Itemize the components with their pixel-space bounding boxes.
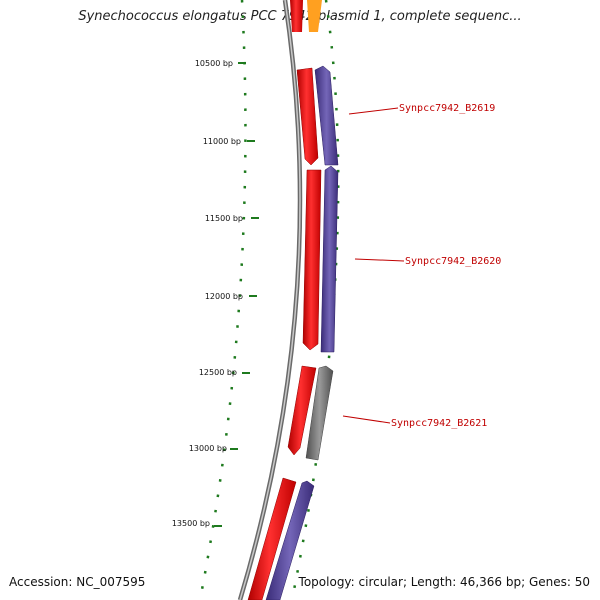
topology-summary: Topology: circular; Length: 46,366 bp; G… (298, 575, 590, 589)
tick-12500: 12500 bp (199, 368, 250, 377)
gene-label-text: Synpcc7942_B2619 (399, 103, 495, 114)
tick-10500: 10500 bp (195, 59, 246, 68)
tick-label: 12500 bp (199, 368, 237, 377)
tick-11500: 11500 bp (205, 214, 259, 223)
tick-label: 10500 bp (195, 59, 233, 68)
gene-label-B2620: Synpcc7942_B2620 (354, 256, 501, 267)
gene-other-3 (305, 365, 334, 461)
gene-label-B2621: Synpcc7942_B2621 (342, 415, 487, 429)
gene-partial-top-orange (307, 0, 322, 32)
gene-label-B2619: Synpcc7942_B2619 (348, 103, 495, 115)
tick-label: 11500 bp (205, 214, 243, 223)
tick-label: 12000 bp (205, 292, 243, 301)
backbone-ring (237, 0, 303, 600)
backbone-highlight (239, 0, 301, 600)
tick-label: 11000 bp (203, 137, 241, 146)
tick-11000: 11000 bp (203, 137, 255, 146)
gene-label-text: Synpcc7942_B2621 (391, 418, 487, 429)
tick-13500: 13500 bp (172, 519, 222, 528)
gene-reverse-1 (314, 65, 339, 166)
gene-partial-top-forward (290, 0, 303, 32)
gene-reverse-4 (265, 480, 315, 600)
gene-forward-1 (296, 67, 319, 166)
label-leader (348, 107, 399, 115)
gene-forward-4 (247, 477, 297, 600)
gene-label-text: Synpcc7942_B2620 (405, 256, 501, 267)
tick-13000: 13000 bp (189, 444, 238, 453)
accession-text: Accession: NC_007595 (9, 575, 146, 589)
gene-reverse-2 (320, 165, 339, 353)
tick-group: 10500 bp 11000 bp 11500 bp 12000 bp 1250… (172, 59, 259, 528)
label-leader (342, 415, 391, 424)
gene-forward-3 (287, 365, 317, 456)
gene-forward-2 (302, 169, 322, 351)
label-leader (354, 258, 405, 262)
tick-label: 13000 bp (189, 444, 227, 453)
tick-label: 13500 bp (172, 519, 210, 528)
tick-12000: 12000 bp (205, 292, 257, 301)
